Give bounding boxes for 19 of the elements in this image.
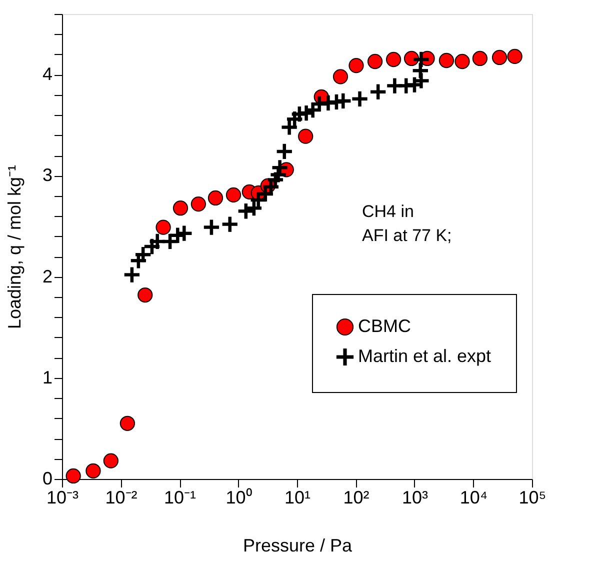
- y-tick-label: 1: [42, 367, 52, 388]
- y-axis-title: Loading, q / mol kg⁻¹: [4, 164, 24, 330]
- x-tick-label: 10⁵: [518, 488, 546, 508]
- x-tick-label: 10⁰: [226, 488, 252, 508]
- legend-label: Martin et al. expt: [358, 346, 492, 366]
- x-tick-label: 10³: [402, 488, 428, 508]
- y-tick-label: 0: [42, 468, 52, 488]
- x-axis-title: Pressure / Pa: [242, 536, 354, 556]
- legend-label: CBMC: [358, 316, 411, 336]
- x-tick-label: 10⁴: [460, 488, 488, 508]
- annotation: CH4 in AFI at 77 K;: [362, 202, 452, 245]
- x-tick-label: 10⁻²: [105, 488, 138, 508]
- x-tick-label: 10¹: [284, 488, 311, 508]
- y-tick-label: 2: [42, 266, 52, 286]
- y-tick-label: 3: [42, 165, 52, 186]
- x-tick-label: 10⁻¹: [164, 488, 196, 508]
- x-tick-label: 10⁻³: [46, 488, 79, 508]
- x-tick-label: 10²: [343, 488, 370, 508]
- y-tick-label: 4: [42, 64, 52, 84]
